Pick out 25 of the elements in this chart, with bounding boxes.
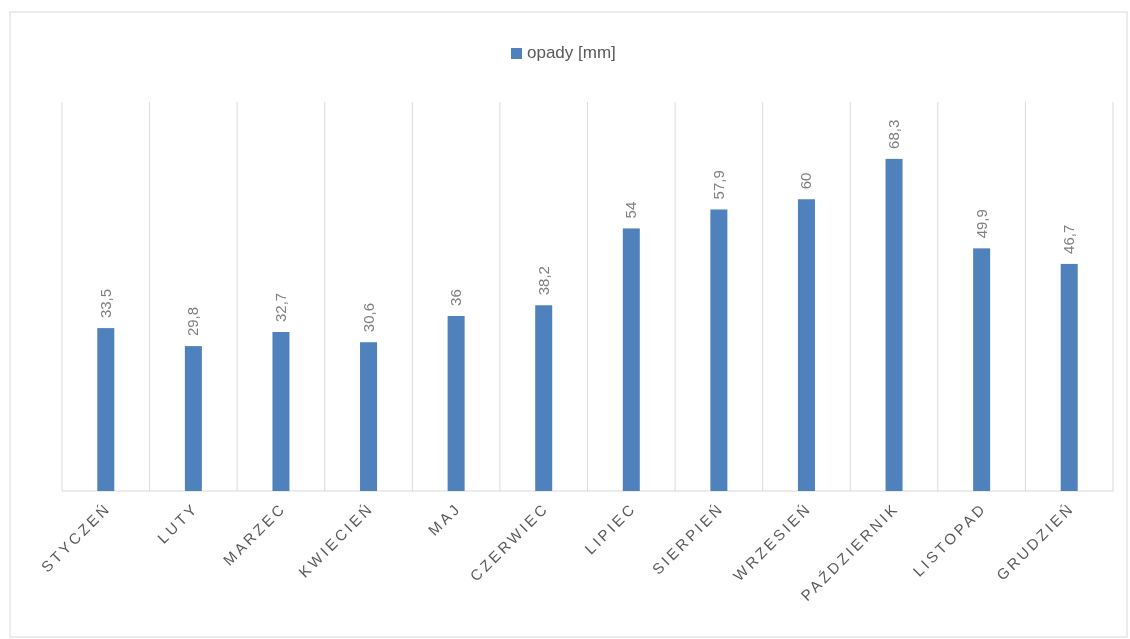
bar [1060, 263, 1078, 491]
data-label: 32,7 [271, 292, 289, 322]
data-label: 46,7 [1060, 224, 1078, 254]
bar [973, 248, 991, 491]
data-label: 57,9 [709, 170, 727, 200]
data-label: 38,2 [534, 266, 552, 296]
data-label: 29,8 [184, 306, 202, 337]
bar [797, 199, 815, 491]
bar [622, 228, 640, 491]
bar [535, 305, 553, 491]
bar [184, 346, 202, 491]
bar [447, 315, 465, 491]
data-label: 68,3 [885, 119, 903, 149]
data-label: 30,6 [359, 303, 377, 333]
bar [272, 332, 290, 491]
bar [885, 158, 903, 491]
data-label: 54 [622, 201, 640, 219]
legend-label: opady [mm] [527, 43, 616, 62]
data-label: 60 [797, 172, 815, 190]
bar [360, 342, 378, 491]
data-label: 33,5 [96, 288, 114, 319]
bar [97, 328, 115, 491]
bar [710, 209, 728, 491]
data-label: 36 [447, 289, 465, 306]
data-label: 49,9 [972, 209, 990, 239]
